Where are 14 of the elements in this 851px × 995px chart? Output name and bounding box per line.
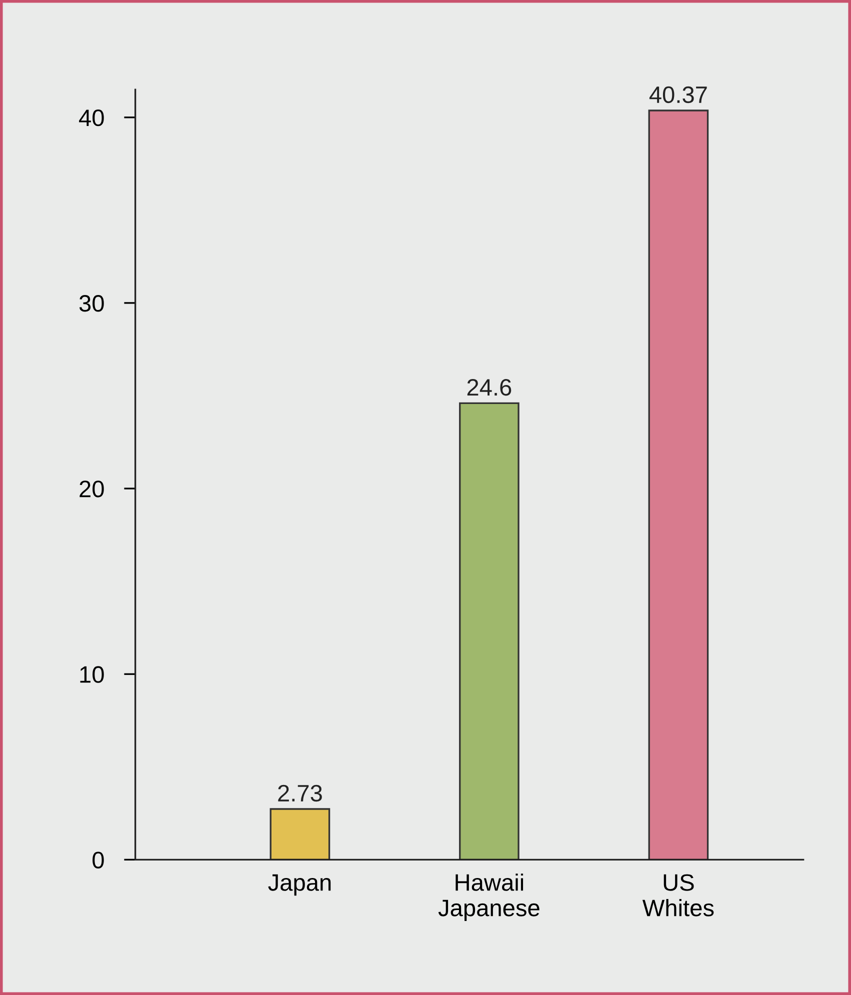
bar (648, 110, 709, 860)
y-tick-label: 0 (92, 852, 104, 868)
bar (270, 808, 330, 860)
bar (459, 402, 520, 860)
data-label: 40.37 (649, 86, 707, 104)
x-tick-label: US Whites (642, 874, 714, 916)
x-tick-label: Hawaii Japanese (438, 874, 540, 922)
data-label: 2.73 (278, 784, 322, 802)
y-tick-label: 40 (79, 109, 104, 126)
y-tick-label: 20 (80, 480, 104, 498)
y-tick-label: 30 (79, 295, 104, 312)
data-label: 24.6 (467, 379, 512, 396)
x-tick-label: Japan (268, 874, 331, 896)
y-tick-label: 10 (80, 666, 104, 683)
